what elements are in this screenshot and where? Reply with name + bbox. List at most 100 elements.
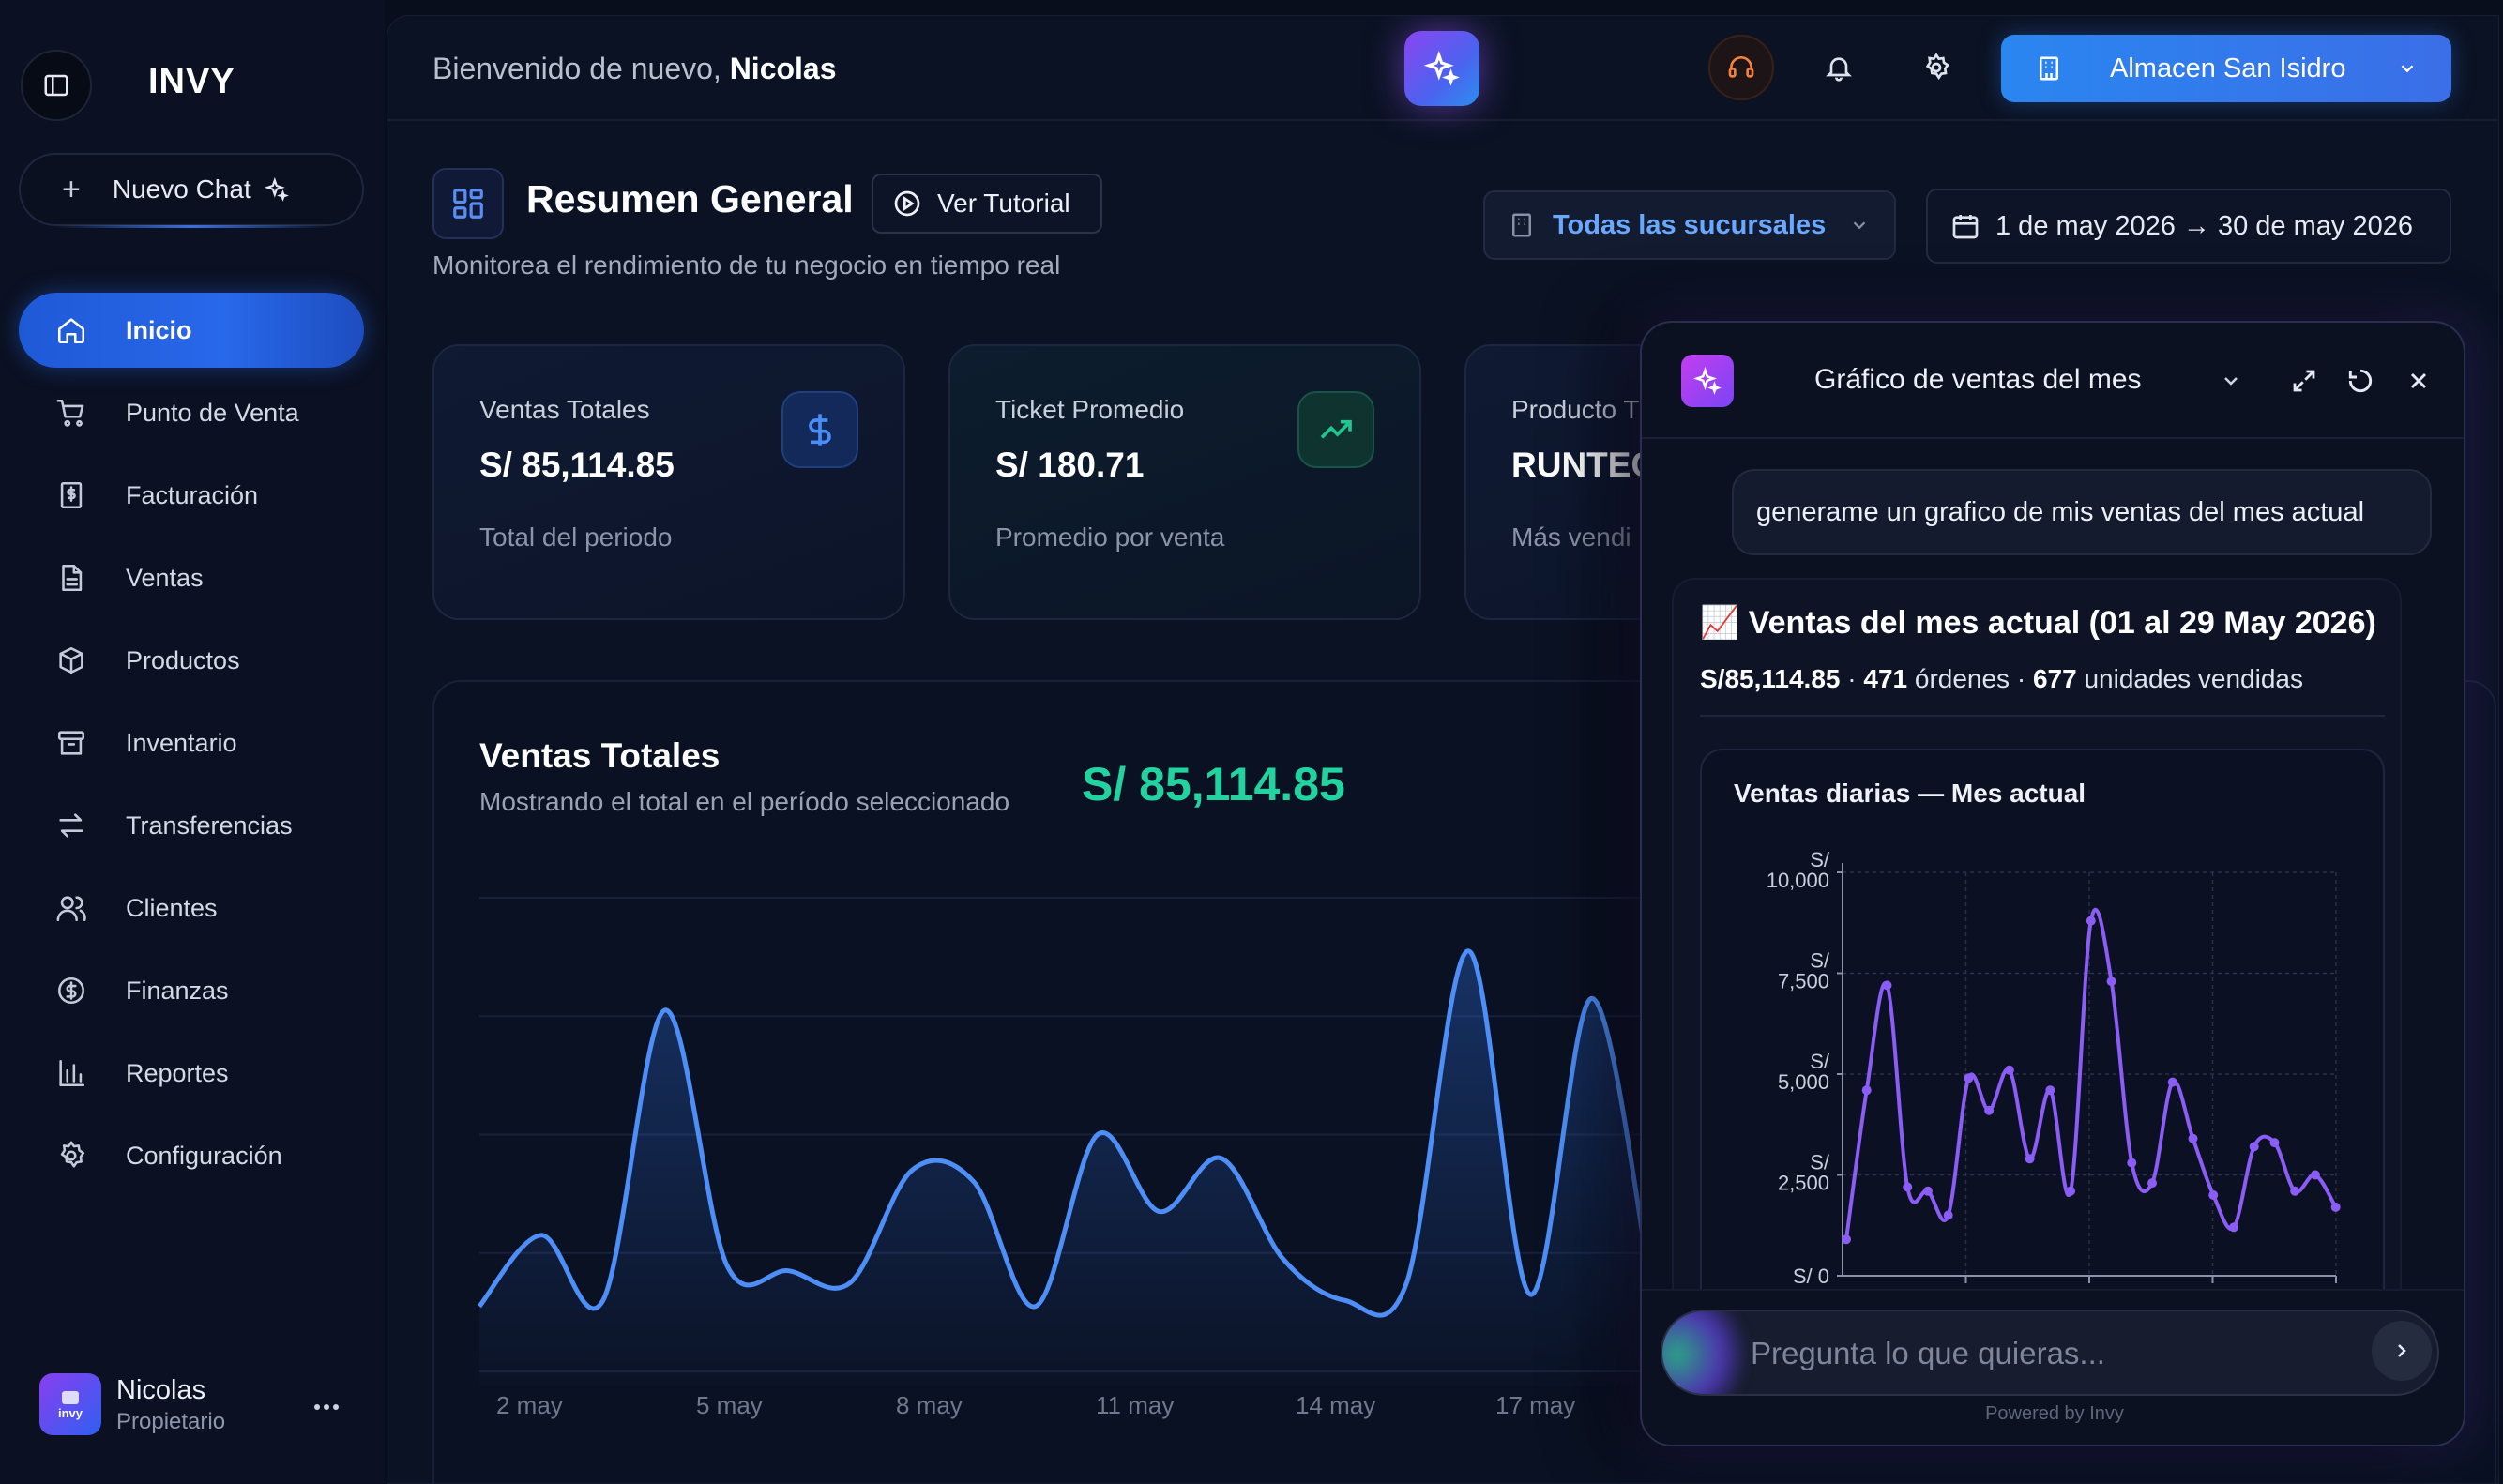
new-chat-button[interactable]: + Nuevo Chat bbox=[19, 153, 364, 226]
ai-panel-title: Gráfico de ventas del mes bbox=[1814, 364, 2142, 395]
trending-up-icon bbox=[1297, 391, 1374, 468]
sidebar-toggle-icon bbox=[44, 74, 68, 97]
sidebar-item-inicio[interactable]: Inicio bbox=[19, 293, 364, 368]
building-icon bbox=[2040, 56, 2058, 81]
sidebar-item-inventario[interactable]: Inventario bbox=[19, 705, 364, 780]
branch-filter[interactable]: Todas las sucursales bbox=[1483, 190, 1896, 260]
data-point bbox=[2025, 1154, 2035, 1164]
stat-orders: 471 bbox=[1863, 664, 1908, 693]
sidebar-item-configuracion[interactable]: Configuración bbox=[19, 1118, 364, 1193]
divider bbox=[1700, 715, 2385, 717]
chat-input[interactable]: Pregunta lo que quieras... bbox=[1661, 1310, 2439, 1396]
data-point bbox=[2188, 1133, 2198, 1143]
sidebar-item-finanzas[interactable]: Finanzas bbox=[19, 953, 364, 1028]
stat-card-title: Ventas Totales bbox=[479, 395, 650, 424]
ai-response-title: 📈 Ventas del mes actual (01 al 29 May 20… bbox=[1700, 605, 2376, 641]
stat-card-avg-ticket: Ticket Promedio S/ 180.71 Promedio por v… bbox=[948, 344, 1421, 620]
x-tick-label: 14 may bbox=[1296, 1391, 1375, 1419]
data-point bbox=[1964, 1073, 1974, 1083]
tutorial-button[interactable]: Ver Tutorial bbox=[872, 174, 1102, 234]
stat-card-desc: Más vendi bbox=[1511, 522, 1631, 552]
data-point bbox=[1984, 1105, 1995, 1115]
y-tick-label: S/2,500 bbox=[1778, 1151, 1830, 1195]
chevron-down-icon bbox=[2224, 377, 2238, 386]
sidebar-item-label: Productos bbox=[126, 645, 240, 674]
sidebar-item-label: Finanzas bbox=[126, 976, 229, 1005]
refresh-icon bbox=[2348, 369, 2373, 393]
data-point bbox=[2106, 977, 2116, 987]
bar-chart-icon bbox=[53, 1054, 90, 1092]
invoice-icon bbox=[53, 477, 90, 514]
sales-chart-title: Ventas Totales bbox=[479, 736, 721, 775]
tutorial-label: Ver Tutorial bbox=[937, 189, 1070, 218]
sales-area-chart: 2 may 5 may 8 may 11 may 14 may 17 may bbox=[478, 897, 1657, 1419]
notifications-button[interactable] bbox=[1806, 35, 1872, 100]
data-point bbox=[2269, 1138, 2280, 1148]
user-menu-button[interactable] bbox=[313, 1386, 340, 1418]
data-point bbox=[2208, 1190, 2219, 1200]
sales-chart-x-labels: 2 may 5 may 8 may 11 may 14 may 17 may bbox=[496, 1391, 1575, 1419]
close-panel-button[interactable] bbox=[2398, 360, 2439, 401]
headset-icon bbox=[1728, 56, 1754, 78]
sidebar-item-label: Configuración bbox=[126, 1141, 282, 1170]
sidebar-item-punto-de-venta[interactable]: Punto de Venta bbox=[19, 375, 364, 450]
document-icon bbox=[53, 559, 90, 597]
y-tick-labels: S/ 0 S/2,500 S/5,000 S/7,500 S/10,000 bbox=[1767, 848, 1843, 1288]
sidebar-item-label: Inventario bbox=[126, 728, 237, 757]
dashboard-icon-box bbox=[432, 168, 504, 239]
ai-logo bbox=[1681, 355, 1734, 407]
expand-button[interactable] bbox=[2283, 360, 2325, 401]
stat-card-total-sales: Ventas Totales S/ 85,114.85 Total del pe… bbox=[432, 344, 905, 620]
chat-input-placeholder: Pregunta lo que quieras... bbox=[1751, 1336, 2105, 1370]
stat-card-desc: Promedio por venta bbox=[995, 522, 1225, 552]
ai-assistant-button[interactable] bbox=[1404, 31, 1479, 106]
play-circle-icon bbox=[894, 190, 920, 217]
user-name: Nicolas bbox=[116, 1375, 206, 1405]
sidebar-toggle-button[interactable] bbox=[21, 50, 92, 121]
store-selector[interactable]: Almacen San Isidro bbox=[2001, 35, 2451, 102]
sidebar-item-label: Clientes bbox=[126, 893, 218, 922]
support-button[interactable] bbox=[1708, 35, 1774, 100]
date-range-label: 1 de may 2026 → 30 de may 2026 bbox=[1995, 210, 2413, 241]
chevron-down-icon bbox=[1853, 221, 1866, 230]
sidebar-item-ventas[interactable]: Ventas bbox=[19, 540, 364, 615]
data-point bbox=[2249, 1142, 2259, 1152]
y-tick-label: S/10,000 bbox=[1767, 848, 1830, 892]
top-bar: Bienvenido de nuevo, Nicolas Almacen San… bbox=[387, 16, 2498, 121]
date-range-picker[interactable]: 1 de may 2026 → 30 de may 2026 bbox=[1926, 189, 2451, 264]
conversation-dropdown-button[interactable] bbox=[2210, 360, 2252, 401]
plus-icon: + bbox=[62, 171, 81, 207]
logo-icon bbox=[62, 1390, 79, 1404]
stat-card-desc: Total del periodo bbox=[479, 522, 673, 552]
archive-icon bbox=[53, 724, 90, 762]
avatar-label: invy bbox=[57, 1405, 83, 1420]
stat-card-title: Ticket Promedio bbox=[995, 395, 1185, 424]
avatar[interactable]: invy bbox=[39, 1373, 101, 1435]
sales-chart-total: S/ 85,114.85 bbox=[1082, 758, 1345, 810]
sidebar: INVY + Nuevo Chat Inicio Punto de Venta Fa… bbox=[0, 0, 385, 1484]
chevron-down-icon bbox=[2401, 65, 2414, 73]
x-tick-label: 2 may bbox=[496, 1391, 563, 1419]
input-glow bbox=[1662, 1311, 1756, 1394]
stat-units: 677 bbox=[2032, 664, 2077, 693]
data-point bbox=[2066, 1186, 2076, 1196]
sidebar-item-label: Transferencias bbox=[126, 810, 293, 840]
gear-icon bbox=[1925, 53, 1949, 81]
y-tick-label: S/5,000 bbox=[1778, 1050, 1830, 1094]
stat-total: S/85,114.85 bbox=[1700, 664, 1841, 693]
reset-chat-button[interactable] bbox=[2340, 360, 2381, 401]
sidebar-item-clientes[interactable]: Clientes bbox=[19, 871, 364, 946]
calendar-icon bbox=[1952, 215, 1979, 239]
welcome-name: Nicolas bbox=[729, 52, 837, 85]
sales-chart-subtitle: Mostrando el total en el período selecci… bbox=[479, 787, 1010, 816]
data-point bbox=[1861, 1085, 1872, 1096]
dollar-icon bbox=[781, 391, 858, 468]
stat-card-title: Producto T bbox=[1511, 395, 1640, 424]
sidebar-item-transferencias[interactable]: Transferencias bbox=[19, 788, 364, 863]
sidebar-item-facturacion[interactable]: Facturación bbox=[19, 458, 364, 533]
sidebar-item-label: Inicio bbox=[126, 315, 192, 344]
sidebar-item-productos[interactable]: Productos bbox=[19, 623, 364, 698]
send-button[interactable] bbox=[2372, 1321, 2432, 1381]
settings-button[interactable] bbox=[1904, 35, 1969, 100]
sidebar-item-reportes[interactable]: Reportes bbox=[19, 1036, 364, 1111]
